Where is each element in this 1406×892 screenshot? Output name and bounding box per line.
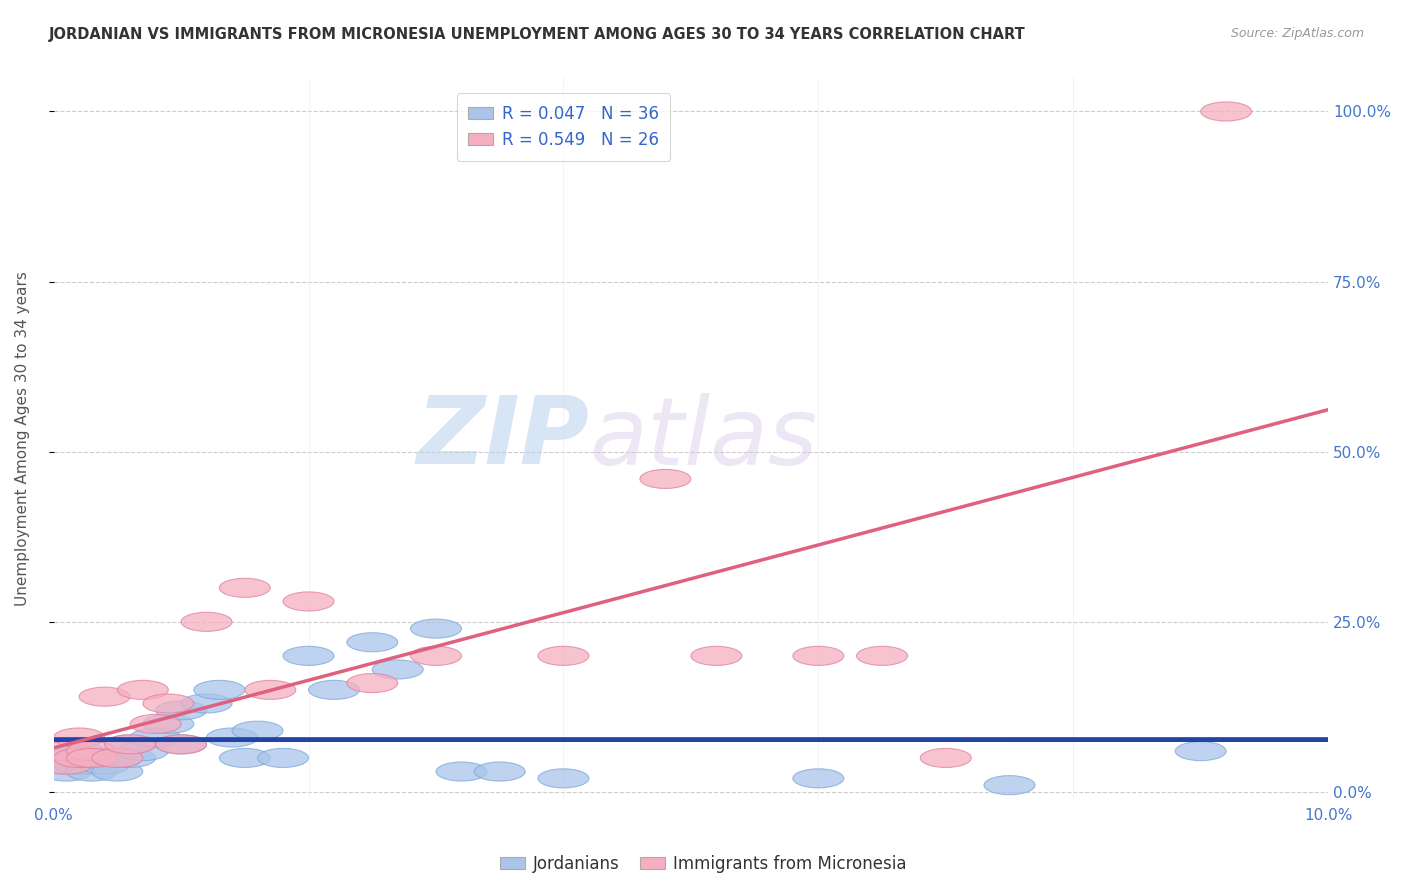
Ellipse shape	[347, 673, 398, 692]
Ellipse shape	[131, 714, 181, 733]
Ellipse shape	[1175, 741, 1226, 761]
Ellipse shape	[411, 647, 461, 665]
Ellipse shape	[257, 748, 308, 767]
Ellipse shape	[66, 741, 117, 761]
Ellipse shape	[41, 756, 91, 774]
Ellipse shape	[91, 748, 143, 767]
Ellipse shape	[143, 714, 194, 733]
Ellipse shape	[308, 681, 360, 699]
Text: Source: ZipAtlas.com: Source: ZipAtlas.com	[1230, 27, 1364, 40]
Ellipse shape	[53, 748, 104, 767]
Ellipse shape	[793, 769, 844, 788]
Ellipse shape	[143, 694, 194, 713]
Ellipse shape	[91, 748, 143, 767]
Ellipse shape	[219, 748, 270, 767]
Ellipse shape	[41, 741, 91, 761]
Ellipse shape	[1201, 102, 1251, 121]
Ellipse shape	[984, 776, 1035, 795]
Ellipse shape	[690, 647, 742, 665]
Ellipse shape	[373, 660, 423, 679]
Ellipse shape	[41, 748, 91, 767]
Ellipse shape	[856, 647, 907, 665]
Ellipse shape	[207, 728, 257, 747]
Ellipse shape	[156, 735, 207, 754]
Ellipse shape	[53, 756, 104, 774]
Ellipse shape	[181, 612, 232, 632]
Ellipse shape	[66, 756, 117, 774]
Ellipse shape	[156, 735, 207, 754]
Ellipse shape	[232, 722, 283, 740]
Ellipse shape	[131, 728, 181, 747]
Ellipse shape	[181, 694, 232, 713]
Ellipse shape	[474, 762, 526, 781]
Ellipse shape	[53, 741, 104, 761]
Ellipse shape	[640, 469, 690, 489]
Ellipse shape	[104, 748, 156, 767]
Ellipse shape	[117, 741, 169, 761]
Ellipse shape	[921, 748, 972, 767]
Ellipse shape	[79, 687, 131, 706]
Ellipse shape	[104, 735, 156, 754]
Legend: R = 0.047   N = 36, R = 0.549   N = 26: R = 0.047 N = 36, R = 0.549 N = 26	[457, 93, 671, 161]
Legend: Jordanians, Immigrants from Micronesia: Jordanians, Immigrants from Micronesia	[494, 848, 912, 880]
Y-axis label: Unemployment Among Ages 30 to 34 years: Unemployment Among Ages 30 to 34 years	[15, 270, 30, 606]
Text: JORDANIAN VS IMMIGRANTS FROM MICRONESIA UNEMPLOYMENT AMONG AGES 30 TO 34 YEARS C: JORDANIAN VS IMMIGRANTS FROM MICRONESIA …	[49, 27, 1026, 42]
Ellipse shape	[79, 756, 131, 774]
Ellipse shape	[283, 647, 335, 665]
Ellipse shape	[79, 748, 131, 767]
Ellipse shape	[66, 762, 117, 781]
Ellipse shape	[41, 762, 91, 781]
Ellipse shape	[41, 756, 91, 774]
Ellipse shape	[117, 681, 169, 699]
Text: atlas: atlas	[589, 392, 817, 483]
Ellipse shape	[219, 578, 270, 598]
Ellipse shape	[53, 728, 104, 747]
Ellipse shape	[194, 681, 245, 699]
Ellipse shape	[538, 647, 589, 665]
Ellipse shape	[538, 769, 589, 788]
Ellipse shape	[793, 647, 844, 665]
Ellipse shape	[411, 619, 461, 638]
Ellipse shape	[347, 632, 398, 652]
Ellipse shape	[436, 762, 486, 781]
Ellipse shape	[283, 592, 335, 611]
Ellipse shape	[66, 748, 117, 767]
Ellipse shape	[53, 748, 104, 767]
Text: ZIP: ZIP	[416, 392, 589, 484]
Ellipse shape	[91, 762, 143, 781]
Ellipse shape	[104, 735, 156, 754]
Ellipse shape	[245, 681, 295, 699]
Ellipse shape	[156, 701, 207, 720]
